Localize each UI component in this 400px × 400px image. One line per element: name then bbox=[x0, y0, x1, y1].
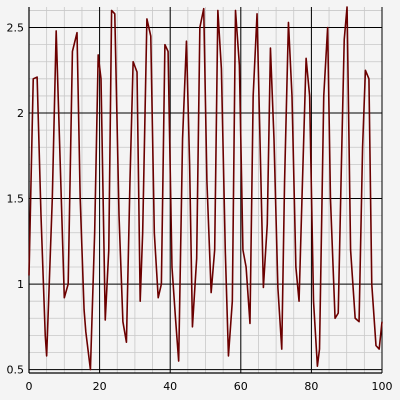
y-tick-label: 0.5 bbox=[7, 364, 25, 377]
x-tick-label: 60 bbox=[234, 380, 248, 393]
y-tick-label: 2 bbox=[17, 107, 24, 120]
x-tick-label: 40 bbox=[163, 380, 177, 393]
y-tick-label: 1 bbox=[17, 278, 24, 291]
axes bbox=[28, 7, 382, 374]
y-tick-label: 2.5 bbox=[7, 22, 25, 35]
y-tick-label: 1.5 bbox=[7, 193, 25, 206]
series-line bbox=[28, 6, 383, 371]
x-tick-label: 80 bbox=[304, 380, 318, 393]
x-tick-label: 0 bbox=[26, 380, 33, 393]
x-tick-label: 20 bbox=[93, 380, 107, 393]
x-tick-label: 100 bbox=[372, 380, 393, 393]
tick-labels: 0 20 40 60 80 100 0.5 1 1.5 2 2.5 bbox=[7, 22, 393, 393]
series-layer bbox=[28, 6, 383, 371]
